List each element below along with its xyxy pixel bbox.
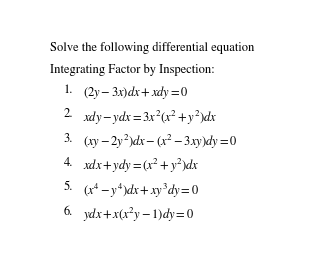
- Text: $(xy - 2y^2)dx - (x^2 - 3xy)dy = 0$: $(xy - 2y^2)dx - (x^2 - 3xy)dy = 0$: [83, 133, 237, 151]
- Text: 2.: 2.: [64, 109, 73, 120]
- Text: 1.: 1.: [64, 84, 73, 96]
- Text: $(x^4 - y^4)dx + xy^3dy = 0$: $(x^4 - y^4)dx + xy^3dy = 0$: [83, 182, 199, 200]
- Text: $(2y-3x)dx + xdy = 0$: $(2y-3x)dx + xdy = 0$: [83, 84, 188, 101]
- Text: Integrating Factor by Inspection:: Integrating Factor by Inspection:: [50, 64, 214, 76]
- Text: 6.: 6.: [64, 206, 73, 218]
- Text: 5.: 5.: [64, 182, 73, 193]
- Text: Solve the following differential equation: Solve the following differential equatio…: [50, 41, 254, 54]
- Text: 3.: 3.: [64, 133, 73, 145]
- Text: $ydx + x(x^2y - 1)dy = 0$: $ydx + x(x^2y - 1)dy = 0$: [83, 206, 194, 224]
- Text: 4.: 4.: [64, 157, 73, 169]
- Text: $xdx + ydy = (x^2 + y^2)dx$: $xdx + ydy = (x^2 + y^2)dx$: [83, 157, 199, 175]
- Text: $xdy - ydx = 3x^2(x^2 + y^2)dx$: $xdy - ydx = 3x^2(x^2 + y^2)dx$: [83, 109, 217, 127]
